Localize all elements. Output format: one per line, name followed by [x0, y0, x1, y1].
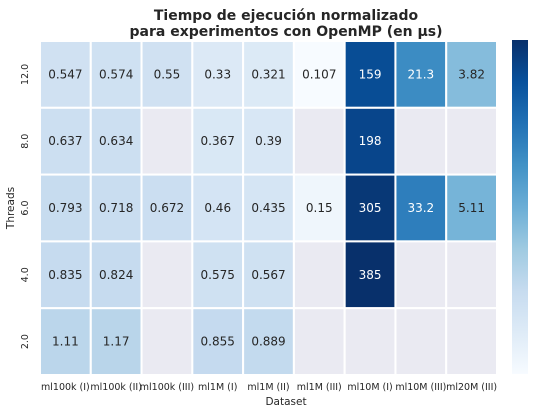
cell-value-label: 0.575	[201, 268, 235, 282]
y-tick-label: 12.0	[20, 64, 31, 85]
cell-value-label: 0.718	[99, 201, 133, 215]
cell-value-label: 21.3	[407, 67, 434, 81]
cell-value-label: 0.46	[204, 201, 231, 215]
cell-value-label: 305	[359, 201, 382, 215]
cell-value-label: 0.574	[99, 67, 133, 81]
cell-value-label: 0.55	[154, 67, 181, 81]
heatmap-cell	[89, 307, 143, 377]
heatmap-cell	[394, 106, 448, 176]
cell-value-label: 0.15	[306, 201, 333, 215]
heatmap-cell	[39, 173, 92, 243]
cell-value-label: 0.793	[48, 201, 82, 215]
heatmap-cell	[292, 307, 346, 377]
cell-value-label: 3.82	[458, 67, 485, 81]
colorbar	[512, 40, 528, 374]
cell-value-label: 0.824	[99, 268, 133, 282]
heatmap-cell	[39, 106, 92, 176]
x-tick-labels: ml100k (I) ml100k (II)ml100k (III) ml1M (I…	[41, 382, 497, 393]
chart-title-line-1: Tiempo de ejecución normalizado	[154, 8, 419, 24]
x-tick-label: ml10M (III)	[395, 382, 446, 393]
heatmap-cell	[242, 173, 295, 243]
heatmap-cell	[191, 307, 245, 377]
heatmap-cells	[39, 40, 499, 377]
x-tick-label: ml1M (III)	[297, 382, 342, 393]
y-tick-label: 8.0	[20, 134, 31, 149]
x-tick-label: ml100k (III)	[140, 382, 194, 393]
cell-value-label: 0.634	[99, 134, 133, 148]
heatmap-cell	[343, 307, 397, 377]
heatmap-cell	[140, 307, 194, 377]
cell-value-label: 0.835	[48, 268, 82, 282]
cell-value-label: 1.11	[52, 335, 79, 349]
heatmap-cell	[191, 173, 245, 243]
cell-value-label: 159	[359, 67, 382, 81]
x-tick-label: ml1M (II)	[247, 382, 289, 393]
heatmap-cell	[191, 240, 245, 310]
cell-value-label: 0.321	[251, 67, 285, 81]
x-tick-label: ml100k (I)	[41, 382, 90, 393]
cell-value-label: 0.107	[302, 67, 336, 81]
cell-value-label: 198	[359, 134, 382, 148]
heatmap-cell	[292, 240, 346, 310]
cell-value-label: 0.547	[48, 67, 82, 81]
x-tick-label: ml10M (I)	[347, 382, 392, 393]
heatmap-cell	[445, 240, 499, 310]
y-axis-label: Threads	[5, 187, 17, 230]
cell-value-label: 0.855	[201, 335, 235, 349]
cell-value-label: 0.672	[150, 201, 184, 215]
heatmap-cell	[445, 106, 499, 176]
heatmap-cell	[140, 106, 194, 176]
cell-value-label: 0.33	[204, 67, 231, 81]
x-tick-label: ml1M (I)	[198, 382, 237, 393]
y-tick-label: 2.0	[20, 334, 31, 349]
heatmap-cell	[292, 40, 346, 109]
heatmap-cell	[140, 173, 194, 243]
heatmap-cell	[445, 173, 499, 243]
chart-title-line-2: para experimentos con OpenMP (en µs)	[130, 24, 443, 40]
x-axis-label: Dataset	[265, 396, 306, 408]
heatmap-cell-labels: 0.547 0.574 0.55 0.33 0.321 0.107 159 21.3 3.82 0…	[48, 67, 485, 348]
y-tick-label: 6.0	[20, 200, 31, 215]
x-tick-label: ml20M (III)	[446, 382, 497, 393]
heatmap-cell	[89, 173, 143, 243]
heatmap-cell	[39, 307, 92, 377]
cell-value-label: 0.39	[255, 134, 282, 148]
heatmap-cell	[39, 40, 92, 109]
x-tick-label: ml100k (II)	[90, 382, 142, 393]
cell-value-label: 0.889	[251, 335, 285, 349]
y-tick-labels: 12.0 8.0 6.0 4.0 2.0	[20, 64, 31, 349]
heatmap-cell	[394, 40, 448, 109]
heatmap-cell	[343, 106, 397, 176]
heatmap-cell	[242, 106, 295, 176]
cell-value-label: 1.17	[103, 335, 130, 349]
cell-value-label: 0.637	[48, 134, 82, 148]
cell-value-label: 33.2	[407, 201, 434, 215]
y-tick-label: 4.0	[20, 267, 31, 282]
heatmap-cell	[394, 240, 448, 310]
heatmap-cell	[242, 307, 295, 377]
heatmap-cell	[140, 240, 194, 310]
heatmap-cell	[445, 307, 499, 377]
cell-value-label: 0.435	[251, 201, 285, 215]
heatmap-cell	[89, 240, 143, 310]
cell-value-label: 0.567	[251, 268, 285, 282]
cell-value-label: 5.11	[458, 201, 485, 215]
cell-value-label: 0.367	[201, 134, 235, 148]
cell-value-label: 385	[359, 268, 382, 282]
heatmap-cell	[394, 307, 448, 377]
heatmap-cell	[292, 106, 346, 176]
